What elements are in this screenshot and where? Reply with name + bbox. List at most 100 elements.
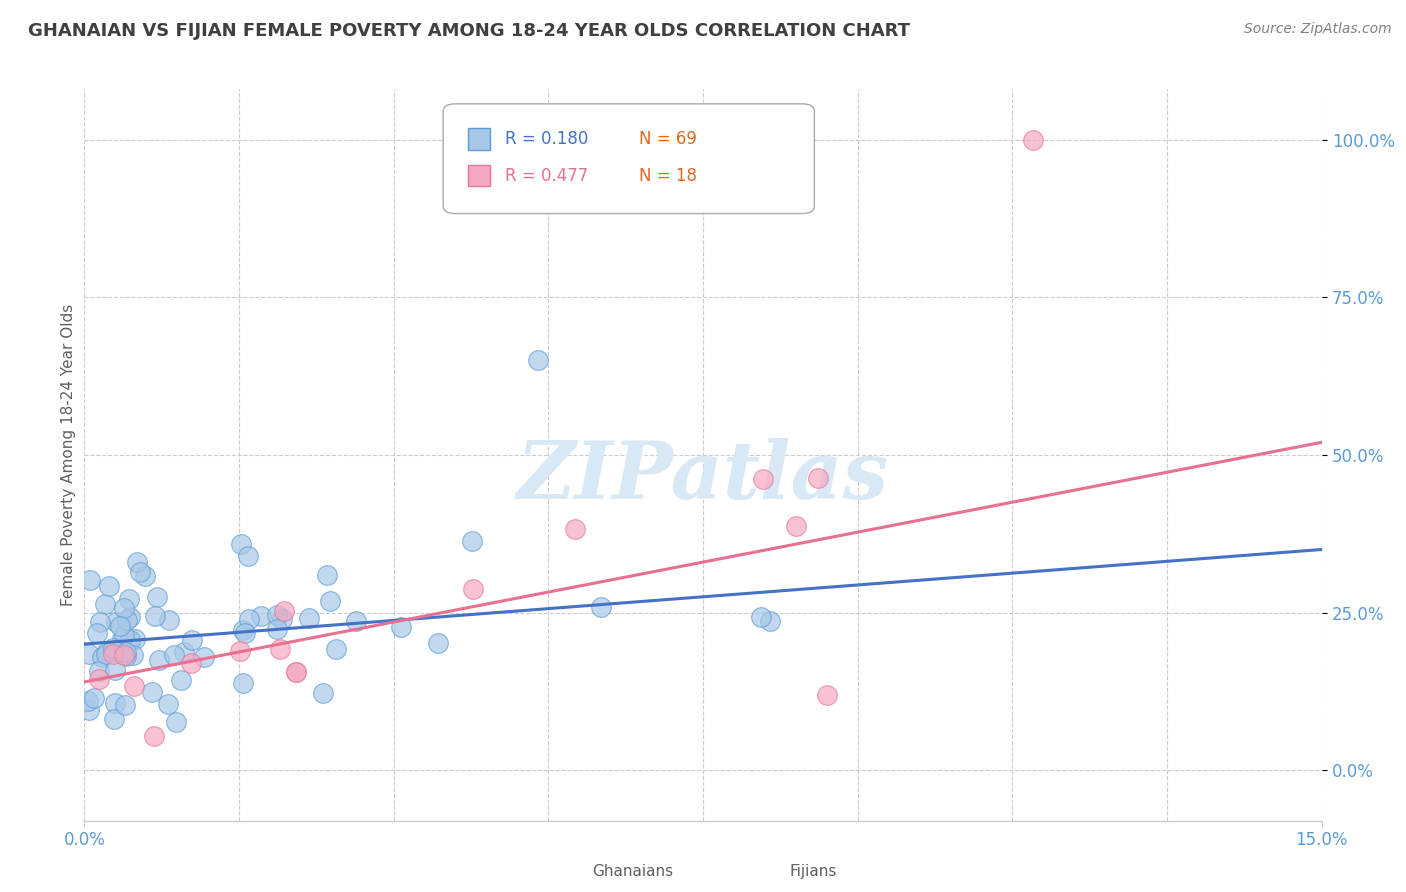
Point: [232, 623, 254, 637]
Point: [79, 703, 101, 717]
Point: [238, 612, 260, 626]
Point: [146, 590, 169, 604]
FancyBboxPatch shape: [752, 863, 778, 881]
Point: [749, 609, 772, 624]
Point: [758, 614, 780, 628]
Point: [143, 608, 166, 623]
Point: [120, 610, 142, 624]
Point: [752, 472, 775, 486]
Text: GHANAIAN VS FIJIAN FEMALE POVERTY AMONG 18-24 YEAR OLDS CORRELATION CHART: GHANAIAN VS FIJIAN FEMALE POVERTY AMONG …: [28, 22, 910, 40]
Point: [104, 663, 127, 677]
Point: [266, 622, 288, 636]
Point: [125, 555, 148, 569]
Point: [96, 644, 118, 658]
Point: [315, 567, 337, 582]
Point: [461, 582, 484, 597]
Point: [122, 648, 145, 662]
Point: [461, 534, 484, 549]
Point: [83, 691, 105, 706]
Point: [273, 604, 295, 618]
Point: [103, 712, 125, 726]
Point: [157, 697, 180, 711]
Point: [285, 665, 308, 679]
Point: [271, 611, 294, 625]
Point: [142, 730, 165, 744]
Point: [229, 644, 252, 658]
Point: [112, 601, 135, 615]
Point: [815, 688, 838, 702]
Point: [108, 619, 131, 633]
Point: [148, 653, 170, 667]
Point: [89, 615, 111, 629]
Point: [115, 645, 138, 659]
Point: [269, 641, 291, 656]
Point: [1022, 133, 1045, 147]
Point: [111, 632, 134, 646]
Point: [77, 647, 100, 661]
Point: [527, 353, 550, 368]
Text: Ghanaians: Ghanaians: [592, 864, 672, 880]
Point: [141, 684, 163, 698]
Text: Source: ZipAtlas.com: Source: ZipAtlas.com: [1244, 22, 1392, 37]
Point: [94, 648, 117, 662]
Point: [266, 608, 288, 623]
Point: [129, 565, 152, 579]
Point: [115, 613, 138, 627]
FancyBboxPatch shape: [468, 164, 491, 186]
Y-axis label: Female Poverty Among 18-24 Year Olds: Female Poverty Among 18-24 Year Olds: [60, 304, 76, 606]
Text: R = 0.477: R = 0.477: [505, 167, 588, 185]
Text: R = 0.180: R = 0.180: [505, 130, 588, 148]
FancyBboxPatch shape: [554, 863, 579, 881]
FancyBboxPatch shape: [443, 103, 814, 213]
Point: [236, 549, 259, 563]
Point: [427, 635, 450, 649]
Point: [104, 697, 127, 711]
Point: [101, 641, 124, 656]
Point: [79, 573, 101, 587]
Point: [87, 672, 110, 686]
FancyBboxPatch shape: [468, 128, 491, 150]
Point: [785, 519, 807, 533]
Point: [325, 641, 347, 656]
Point: [162, 648, 184, 662]
Point: [124, 679, 146, 693]
Point: [105, 615, 128, 629]
Point: [180, 632, 202, 647]
Point: [235, 626, 257, 640]
Point: [112, 628, 135, 642]
Point: [229, 536, 252, 550]
Point: [165, 714, 187, 729]
Point: [285, 665, 308, 679]
Point: [115, 648, 138, 663]
Point: [86, 625, 108, 640]
Point: [94, 597, 117, 611]
Point: [298, 611, 321, 625]
Text: Fijians: Fijians: [790, 864, 837, 880]
Point: [157, 613, 180, 627]
Point: [589, 600, 612, 615]
Point: [134, 568, 156, 582]
Point: [193, 650, 215, 665]
Point: [173, 645, 195, 659]
Point: [124, 632, 146, 646]
Point: [170, 673, 193, 687]
Point: [250, 609, 273, 624]
Point: [564, 522, 586, 536]
Point: [77, 694, 100, 708]
Text: N = 69: N = 69: [638, 130, 696, 148]
Point: [98, 579, 121, 593]
Text: ZIPatlas: ZIPatlas: [517, 438, 889, 516]
Point: [232, 676, 254, 690]
Point: [112, 648, 135, 663]
Point: [391, 619, 413, 633]
Point: [90, 650, 112, 665]
Point: [103, 647, 125, 661]
Point: [118, 592, 141, 607]
Point: [89, 664, 111, 678]
Point: [312, 685, 335, 699]
Point: [344, 614, 367, 628]
Text: N = 18: N = 18: [638, 167, 696, 185]
Point: [180, 657, 202, 671]
Point: [120, 632, 142, 647]
Point: [319, 593, 342, 607]
